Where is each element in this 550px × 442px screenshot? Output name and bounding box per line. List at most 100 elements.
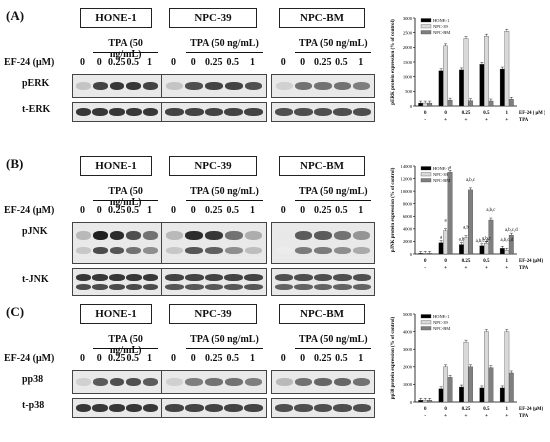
tpa-sign: + bbox=[464, 117, 467, 123]
blot-band bbox=[224, 378, 243, 386]
dose-label: 0 bbox=[170, 57, 176, 68]
blot-band bbox=[294, 284, 313, 290]
loading-blot bbox=[72, 398, 162, 418]
bar bbox=[468, 189, 473, 255]
blot-band bbox=[275, 284, 294, 290]
treatment-underline bbox=[185, 52, 263, 53]
blot-band bbox=[125, 274, 142, 281]
y-tick-label: 5000 bbox=[403, 312, 413, 317]
blot-band bbox=[294, 82, 313, 90]
blot-band bbox=[244, 274, 263, 281]
dose-label: 0 bbox=[300, 205, 306, 216]
blot-band bbox=[165, 378, 184, 386]
y-tick-label: 1500 bbox=[403, 60, 413, 65]
tpa-sign: + bbox=[505, 413, 508, 419]
treatment-underline bbox=[295, 348, 371, 349]
treatment-label: TPA (50 ng/mL) bbox=[298, 334, 368, 345]
bar bbox=[479, 64, 485, 107]
tpa-sign: + bbox=[505, 265, 508, 271]
tpa-sign: + bbox=[485, 413, 488, 419]
blot-band bbox=[244, 247, 263, 254]
dose-label: 0 bbox=[280, 353, 286, 364]
dose-label: 0.5 bbox=[226, 57, 240, 68]
legend-label: NPC-BM bbox=[433, 178, 450, 183]
dose-label: 0 bbox=[80, 57, 86, 68]
panel-letter: (C) bbox=[6, 304, 25, 319]
bar bbox=[484, 243, 489, 255]
blot-band bbox=[224, 108, 244, 116]
y-tick-label: 2500 bbox=[403, 30, 413, 35]
blot-band bbox=[205, 82, 223, 90]
blot-band bbox=[76, 231, 92, 240]
blot-band bbox=[333, 274, 352, 281]
loading-label: t-p38 bbox=[22, 400, 45, 411]
blot-band bbox=[353, 378, 371, 386]
treatment-underline bbox=[93, 348, 159, 349]
blot-band bbox=[185, 247, 204, 254]
significance-label: a,b,c bbox=[486, 208, 495, 213]
blot-band bbox=[294, 247, 313, 254]
blot-band bbox=[244, 82, 263, 90]
cell-line-box: NPC-BM bbox=[279, 156, 365, 176]
blot-band bbox=[275, 231, 293, 240]
ef24-row-label: EF-24 ( μM ) bbox=[519, 111, 545, 116]
treatment-underline bbox=[295, 52, 371, 53]
y-tick-label: 4000 bbox=[403, 227, 413, 232]
blot-band bbox=[204, 108, 224, 116]
bar-chart: 0 500 1000 1500 2000 2500 3000 pERK protein exp… bbox=[391, 16, 545, 123]
cell-line-box: HONE-1 bbox=[80, 8, 152, 28]
ef24-row-label: EF-24 (μM) bbox=[519, 259, 544, 264]
blot-band bbox=[92, 284, 109, 290]
target-label: pJNK bbox=[22, 226, 48, 237]
dose-label: 0 bbox=[300, 57, 306, 68]
loading-blot bbox=[161, 398, 267, 418]
bar bbox=[427, 102, 433, 107]
blot-band bbox=[165, 247, 184, 254]
tpa-sign: + bbox=[505, 117, 508, 123]
bar bbox=[468, 100, 473, 107]
blot-band bbox=[244, 378, 263, 386]
bar bbox=[459, 244, 464, 255]
treatment-underline bbox=[295, 200, 371, 201]
legend-label: HONE-1 bbox=[433, 314, 449, 319]
blot-band bbox=[109, 404, 125, 412]
blot-band bbox=[205, 247, 223, 254]
treatment-label: TPA (50 ng/mL) bbox=[108, 334, 143, 356]
y-tick-label: 0 bbox=[410, 400, 413, 405]
tpa-row-label: TPA bbox=[519, 118, 529, 123]
dose-label: 0.25 bbox=[108, 353, 126, 364]
legend-swatch bbox=[420, 24, 432, 29]
y-tick-label: 10000 bbox=[401, 189, 413, 194]
significance-label: a,b bbox=[459, 238, 465, 243]
blot-band bbox=[275, 82, 293, 90]
treatment-label: TPA (50 ng/mL) bbox=[108, 38, 143, 60]
blot-band bbox=[275, 108, 294, 116]
dose-label: 0.25 bbox=[108, 57, 126, 68]
bar bbox=[479, 245, 485, 255]
blot-band bbox=[224, 284, 244, 290]
dose-row-label: EF-24 (μM) bbox=[4, 57, 55, 68]
blot-band bbox=[204, 274, 224, 281]
blot-band bbox=[92, 231, 108, 240]
dose-label: 0.5 bbox=[335, 57, 348, 68]
bar-chart: 0 1000 2000 3000 4000 5000 pp38 protein expres… bbox=[391, 312, 544, 419]
cell-line-box: NPC-39 bbox=[169, 8, 257, 28]
dose-label: 0 bbox=[96, 57, 102, 68]
blot-band bbox=[75, 274, 92, 281]
target-label: pERK bbox=[22, 78, 50, 89]
x-tick-label: 1 bbox=[506, 259, 509, 264]
blot-band bbox=[244, 108, 263, 116]
bar bbox=[438, 388, 444, 403]
blot-band bbox=[314, 378, 332, 386]
blot-band bbox=[142, 108, 159, 116]
tpa-sign: + bbox=[485, 117, 488, 123]
target-blot bbox=[72, 74, 162, 98]
legend-swatch bbox=[420, 18, 432, 23]
blot-band bbox=[109, 247, 125, 254]
target-blot bbox=[271, 370, 375, 394]
legend-swatch bbox=[420, 172, 432, 177]
blot-band bbox=[125, 404, 142, 412]
blot-band bbox=[126, 82, 142, 90]
bar-chart: 0 2000 4000 6000 8000 10000 12000 14000 pJNK pro… bbox=[391, 164, 544, 271]
blot-band bbox=[204, 404, 224, 412]
